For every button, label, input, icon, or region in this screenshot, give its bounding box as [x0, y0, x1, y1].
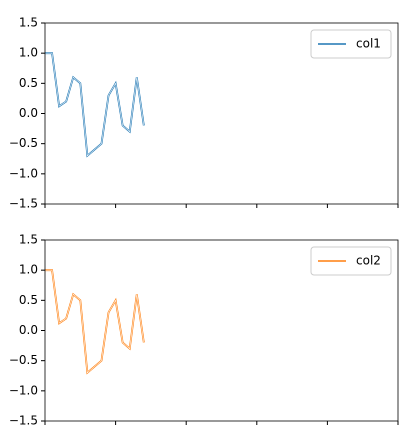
axes-frame	[44, 239, 399, 422]
y-tick-label: 1.5	[19, 16, 38, 30]
y-tick-label: −0.5	[9, 136, 38, 150]
axes-frame	[44, 22, 399, 205]
legend-box	[310, 246, 392, 276]
series-line	[45, 269, 145, 375]
legend-label: col2	[356, 254, 381, 268]
series-line-inner	[45, 52, 145, 157]
series-line-inner	[45, 269, 145, 374]
y-tick-label: −1.5	[9, 414, 38, 428]
y-tick-label: −1.0	[9, 166, 38, 180]
y-tick-label: 0.5	[19, 293, 38, 307]
legend-box	[310, 29, 392, 59]
y-tick-label: 1.0	[19, 263, 38, 277]
y-tick-label: 0.0	[19, 106, 38, 120]
y-tick-label: −0.5	[9, 353, 38, 367]
legend-label: col1	[356, 37, 381, 51]
y-tick-label: 1.5	[19, 233, 38, 247]
y-tick-label: 1.0	[19, 46, 38, 60]
y-tick-label: 0.0	[19, 323, 38, 337]
y-tick-label: 0.5	[19, 76, 38, 90]
series-line	[45, 52, 145, 158]
y-tick-label: −1.5	[9, 197, 38, 211]
y-tick-label: −1.0	[9, 383, 38, 397]
